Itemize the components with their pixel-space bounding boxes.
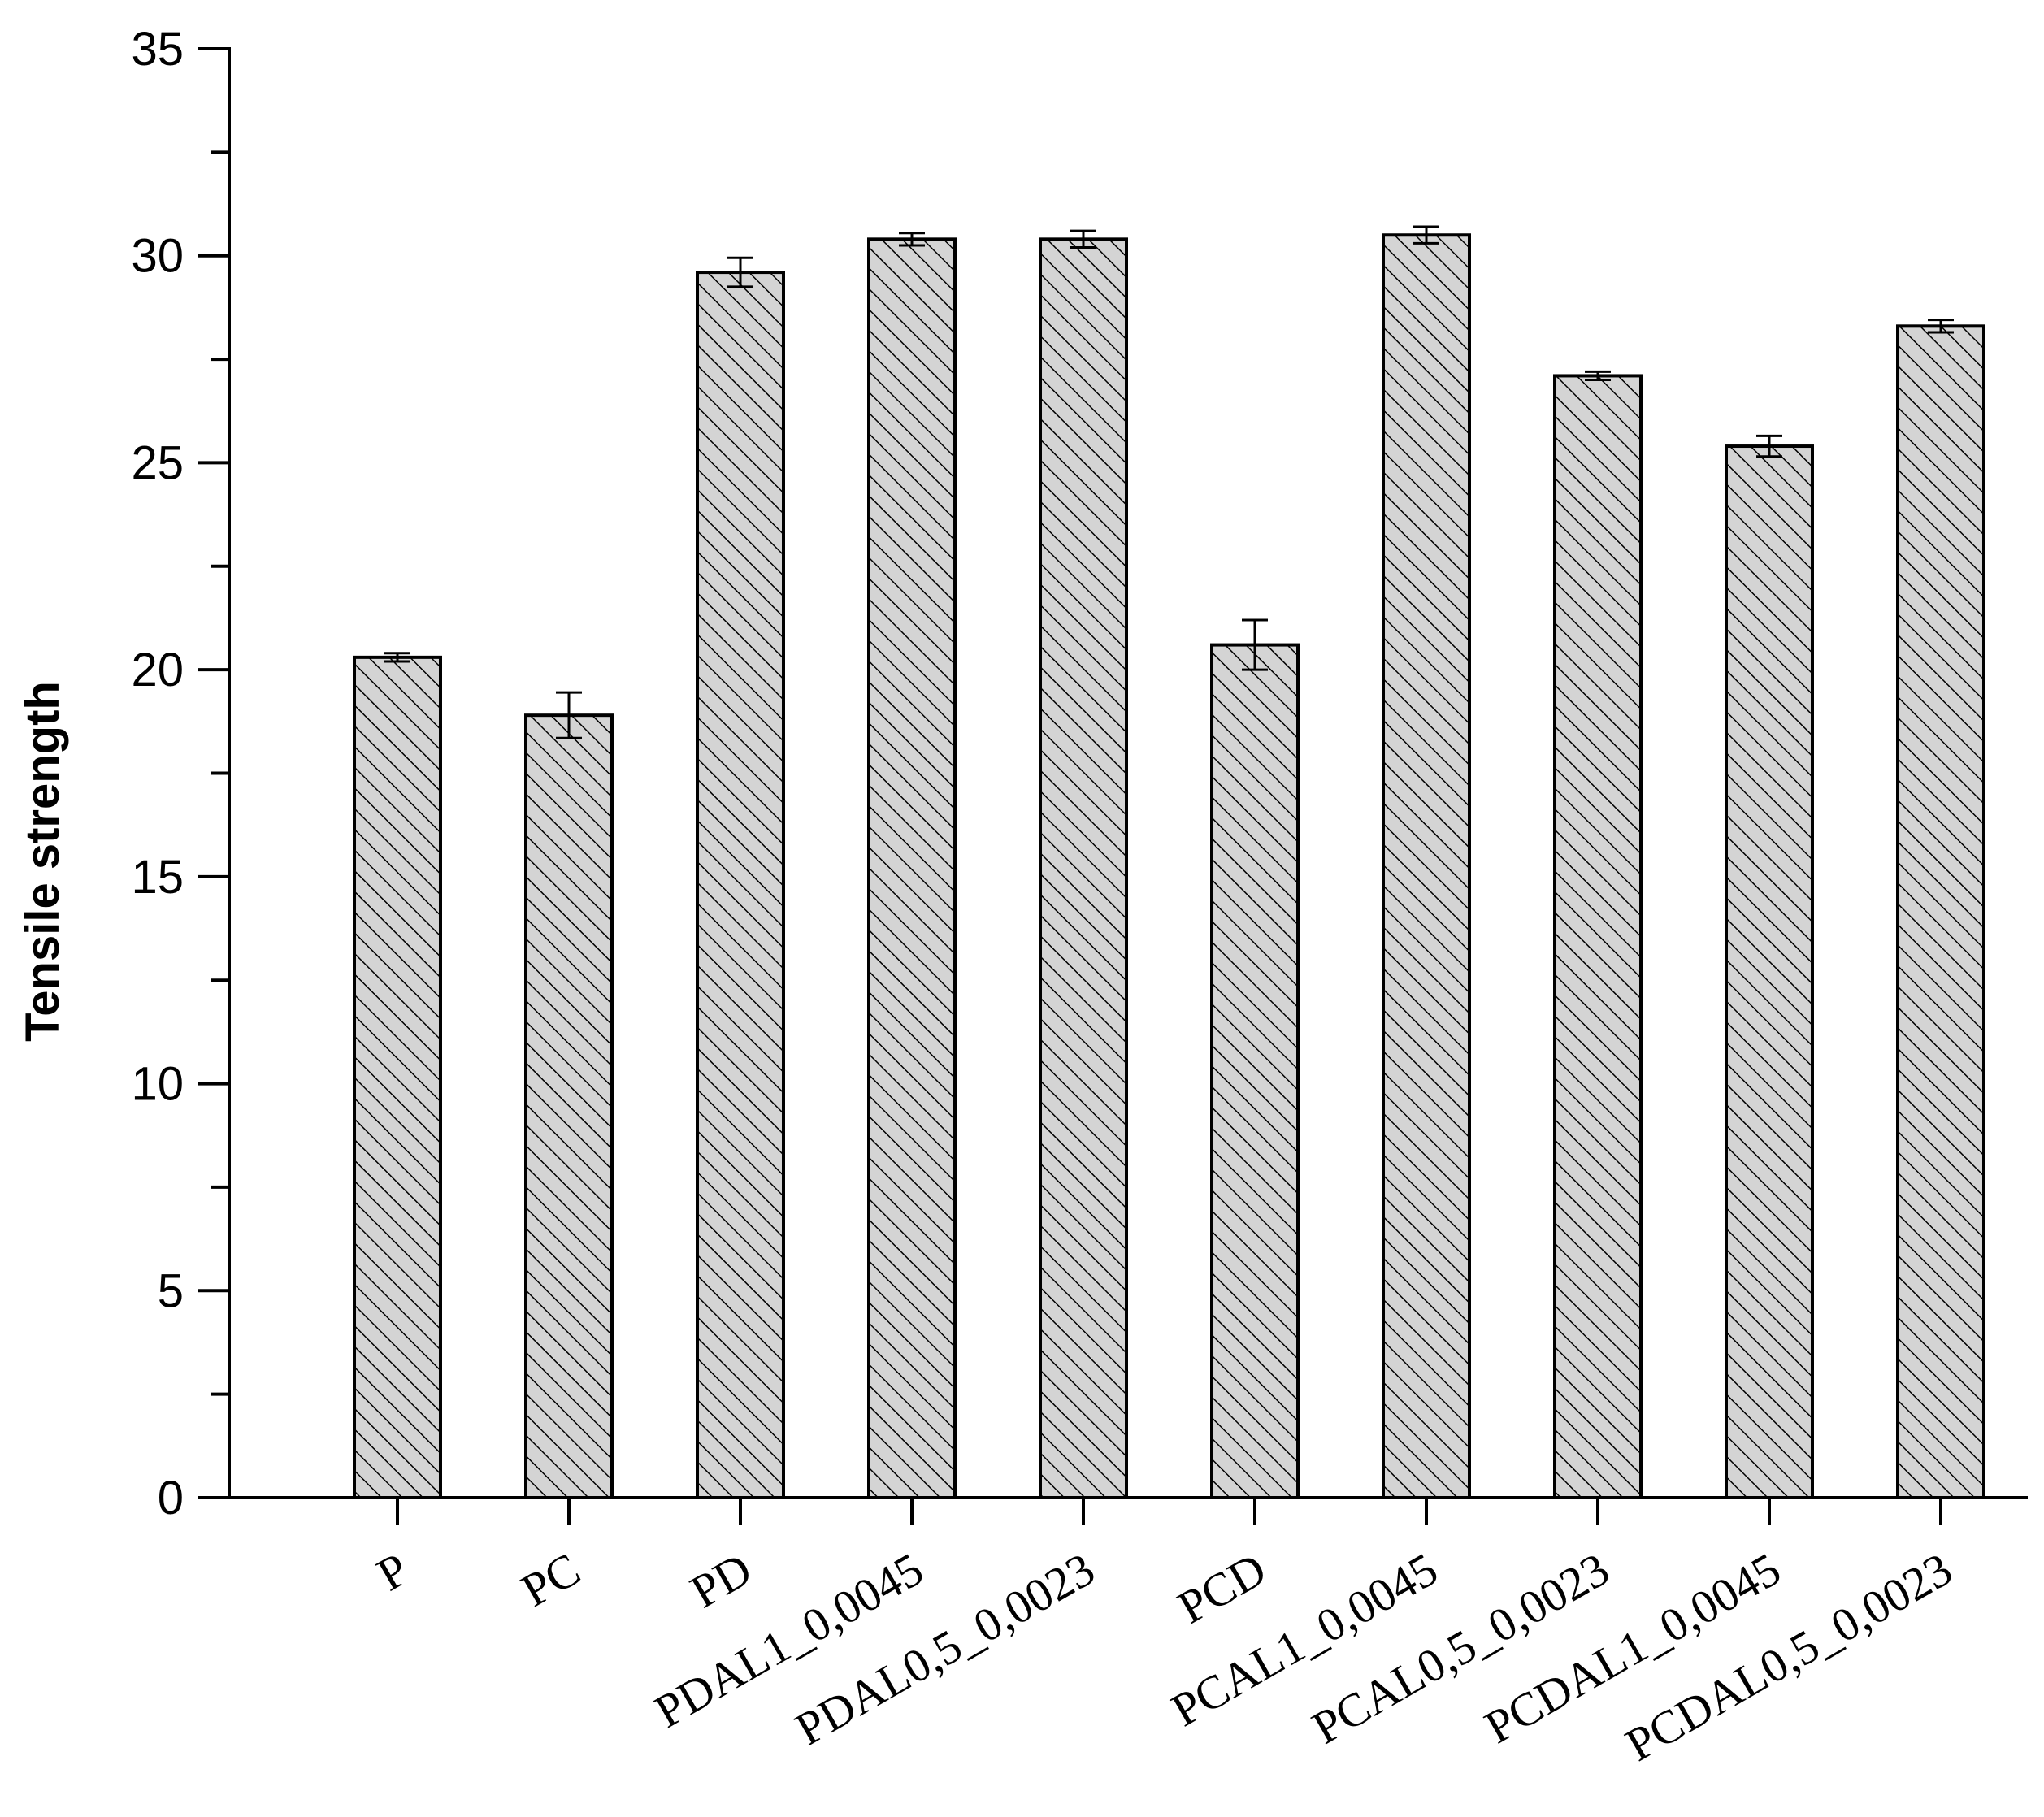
x-tick-label: PCD [1169, 1542, 1274, 1634]
bar [1210, 643, 1300, 1499]
bar [867, 237, 957, 1499]
x-tick-label: PDAL0,5_0,0023 [787, 1542, 1104, 1756]
bar [1382, 233, 1471, 1500]
bar [1039, 237, 1128, 1499]
bar [1725, 444, 1814, 1500]
y-tick-label: 20 [131, 644, 184, 696]
y-tick-label: 5 [158, 1264, 184, 1317]
x-tick-label: PD [682, 1542, 761, 1618]
y-tick-label: 15 [131, 851, 184, 904]
y-tick-label: 0 [158, 1472, 184, 1524]
y-axis-label: Tensile strength [16, 681, 69, 1042]
y-tick-label: 10 [131, 1058, 184, 1111]
x-tick-label: PC [513, 1542, 589, 1617]
y-tick-label: 25 [131, 436, 184, 489]
bar [696, 271, 785, 1499]
y-tick-label: 30 [131, 230, 184, 283]
bar [1553, 374, 1643, 1499]
y-tick-label: 35 [131, 23, 184, 76]
bar [1896, 324, 1985, 1499]
x-tick-label: PCAL0,5_0,0023 [1304, 1542, 1618, 1754]
bar [524, 713, 614, 1499]
x-tick-label: P [368, 1542, 417, 1601]
bar [353, 655, 442, 1499]
